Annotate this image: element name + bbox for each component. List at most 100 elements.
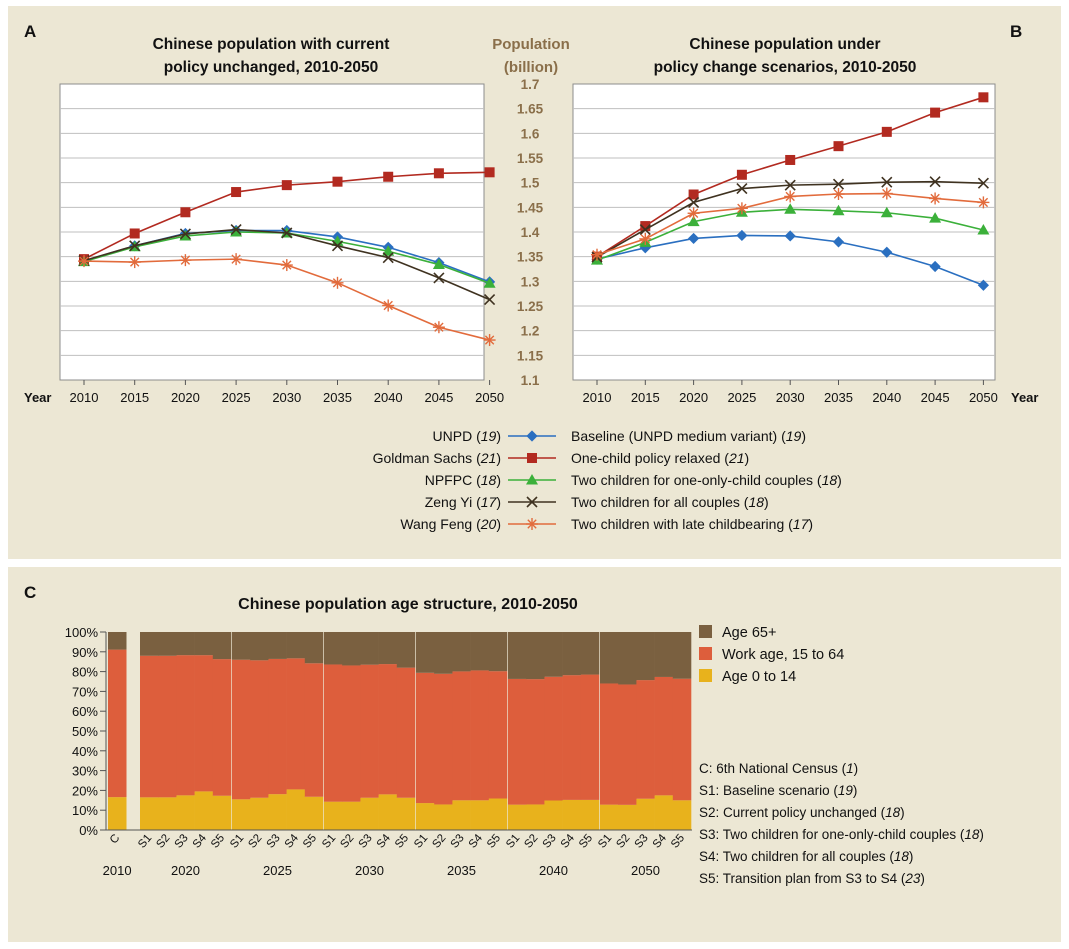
chart-b-point-zeng-stroke-b <box>929 176 941 188</box>
line-chart-legend: UNPD (19) Baseline (UNPD medium variant) … <box>373 428 842 532</box>
chart-a-point-npfpc <box>382 245 395 256</box>
chart-c-bar-work <box>158 655 177 798</box>
legend-right-ref: 17 <box>793 516 810 532</box>
chart-a-point-npfpc <box>432 258 445 270</box>
legend-right-ref: 19 <box>786 428 802 444</box>
chart-c-group-2030 <box>324 632 416 830</box>
chart-c-bar-work <box>212 659 232 796</box>
legend-left-paren-close: ) <box>496 516 501 532</box>
chart-a-title-line2: policy unchanged, 2010-2050 <box>164 59 379 76</box>
chart-c-bar-label: S5 <box>301 832 319 850</box>
chart-b-point-goldman <box>978 92 989 103</box>
chart-c-bar-young <box>108 797 127 830</box>
chart-c-note-close: ) <box>900 805 905 820</box>
chart-c-bar-age65 <box>396 632 416 668</box>
chart-c-bar-age65 <box>108 632 127 650</box>
chart-b-point-npfpc <box>784 203 797 214</box>
legend-left-label-npfpc: NPFPC (18) <box>425 472 501 488</box>
chart-b-point-unpd <box>881 246 893 258</box>
legend-left-name: UNPD <box>433 428 473 444</box>
chart-c-bars <box>106 632 692 831</box>
chart-c-note-ref: 18 <box>964 827 980 842</box>
chart-c-note-close: ) <box>853 783 858 798</box>
chart-c-bar-age65 <box>544 632 563 677</box>
chart-a-point-zeng-stroke-b <box>179 228 191 240</box>
chart-c-bar-work <box>488 671 508 799</box>
chart-c-bar-young <box>250 797 269 830</box>
chart-c-year-label: 2010 <box>103 863 132 878</box>
chart-a-point-wang <box>483 334 496 347</box>
chart-c-year-label: 2020 <box>171 863 200 878</box>
chart-a-x-tick-label: 2030 <box>272 390 301 405</box>
chart-a-point-zeng <box>281 227 293 239</box>
chart-c-bar-young <box>416 803 435 830</box>
chart-c-group-2025 <box>232 632 324 830</box>
legend-left-name: Wang Feng <box>400 516 472 532</box>
chart-a-title-line1: Chinese population with current <box>153 36 390 53</box>
chart-c-note-close: ) <box>979 827 984 842</box>
chart-c-bar-work <box>176 655 195 796</box>
chart-c-bar-work <box>304 663 324 797</box>
chart-c-bar-young <box>286 789 306 830</box>
shared-y-tick-label: 1.65 <box>517 102 544 117</box>
chart-c-bar-work <box>286 658 306 790</box>
chart-a-x-axis-label: Year <box>24 390 51 405</box>
chart-c-bar-young <box>342 801 361 830</box>
chart-a-x-tick-label: 2020 <box>171 390 200 405</box>
chart-a-x-tick-label: 2025 <box>222 390 251 405</box>
chart-b-point-zeng <box>736 183 748 195</box>
chart-c-y-tick-label: 10% <box>72 803 98 818</box>
chart-c-bar-label: S5 <box>393 832 411 850</box>
chart-c-bar-age65 <box>488 632 508 672</box>
chart-c-bar-work <box>600 683 619 805</box>
chart-b-point-goldman <box>881 126 892 137</box>
chart-c-bar-label: S4 <box>283 832 302 851</box>
legend-right-ref: 18 <box>748 494 764 510</box>
shared-y-tick-label: 1.45 <box>517 200 544 215</box>
chart-c-bar-age65 <box>250 632 269 661</box>
chart-c-note: S2: Current policy unchanged (18) <box>699 805 905 820</box>
chart-b-point-zeng-stroke-b <box>784 179 796 191</box>
chart-b-point-npfpc <box>832 204 845 216</box>
chart-b-point-npfpc <box>687 215 700 227</box>
chart-b-point-npfpc <box>880 206 893 218</box>
chart-c-note: S4: Two children for all couples (18) <box>699 849 913 864</box>
chart-c-bar-label: S2 <box>522 832 540 850</box>
legend-left-name: Goldman Sachs <box>373 450 473 466</box>
chart-b-point-zeng <box>688 196 700 208</box>
chart-a-point-wang <box>280 259 293 272</box>
chart-b-point-zeng-stroke-b <box>881 176 893 188</box>
chart-a-point-goldman <box>180 207 191 218</box>
chart-c-bar-age65 <box>378 632 398 665</box>
chart-c-y-tick-label: 90% <box>72 645 98 660</box>
chart-a-x-tick-labels: 2010 2015 2020 2025 2030 2035 2040 2045 2050 <box>70 380 504 405</box>
chart-c-bar-label: S2 <box>430 832 448 850</box>
chart-c-bar-age65 <box>672 632 692 679</box>
chart-b-point-zeng-stroke-b <box>736 183 748 195</box>
chart-c-legend-label-young: Age 0 to 14 <box>722 669 796 685</box>
chart-a-point-zeng <box>382 252 394 264</box>
chart-c-bar-label: S2 <box>338 832 356 850</box>
chart-a-point-wang <box>382 299 395 312</box>
chart-c-bar-young <box>488 798 508 830</box>
chart-c-bar-young <box>396 797 416 830</box>
legend-left-paren-close: ) <box>496 472 501 488</box>
chart-c-bar-label: S2 <box>154 832 172 850</box>
chart-c-bar-label: S4 <box>651 832 670 851</box>
chart-c-bar-label: S3 <box>541 832 559 850</box>
legend-left-label-unpd: UNPD (19) <box>433 428 501 444</box>
chart-b-x-tick-label: 2015 <box>631 390 660 405</box>
chart-b-point-zeng-stroke-b <box>639 223 651 236</box>
chart-c-bar-age65 <box>286 632 306 659</box>
chart-c-bar-age65 <box>636 632 655 681</box>
chart-c-bar-label: S4 <box>559 832 578 851</box>
chart-c-note-close: ) <box>909 849 914 864</box>
chart-c-bar-work <box>268 658 287 795</box>
legend-right-label-goldman: One-child policy relaxed (21) <box>571 450 749 466</box>
chart-c-bar-age65 <box>140 632 159 656</box>
chart-c-bar-age65 <box>434 632 453 674</box>
legend-right-paren: ( <box>784 516 793 532</box>
chart-c-bar-label: S1 <box>596 832 614 850</box>
legend-left-name: Zeng Yi <box>425 494 472 510</box>
